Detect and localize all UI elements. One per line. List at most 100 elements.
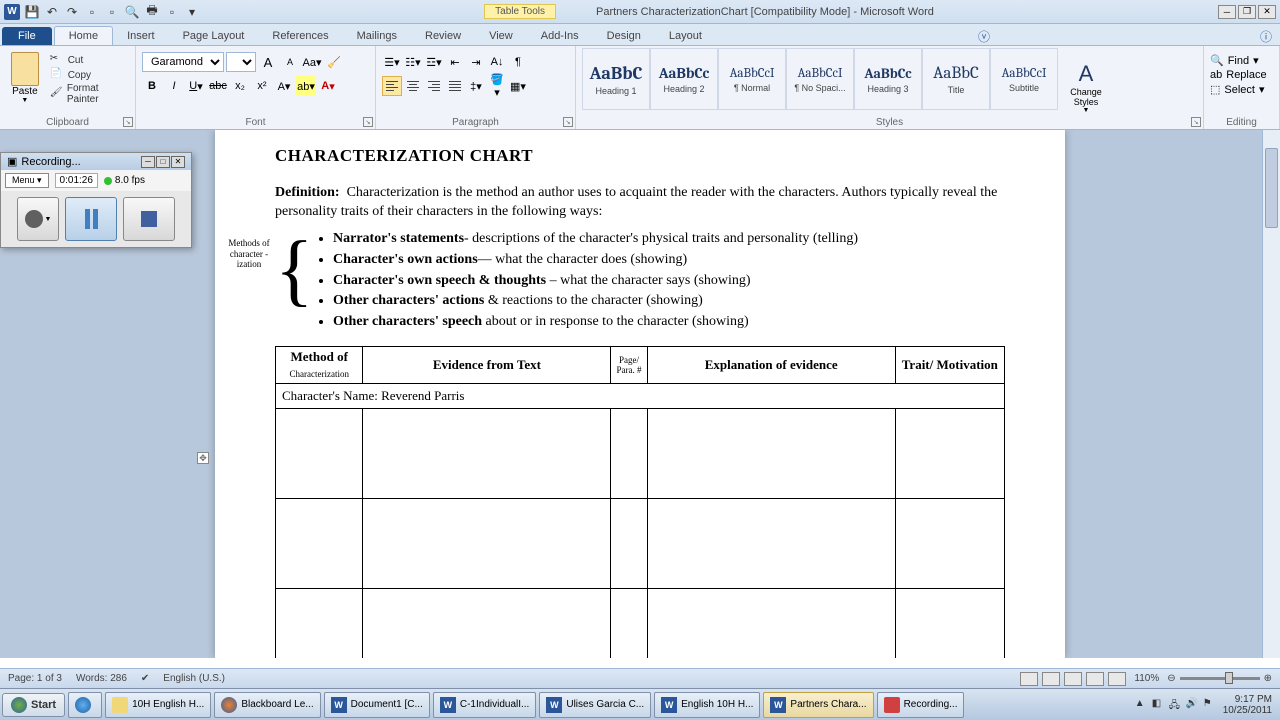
addins-tab[interactable]: Add-Ins: [527, 27, 593, 45]
bold-button[interactable]: B: [142, 76, 162, 96]
select-button[interactable]: ⬚Select ▾: [1210, 83, 1273, 96]
paste-button[interactable]: Paste ▼: [6, 48, 44, 110]
line-spacing-button[interactable]: ‡▾: [466, 76, 486, 96]
clock[interactable]: 9:17 PM 10/25/2011: [1223, 694, 1272, 716]
cut-button[interactable]: ✂Cut: [50, 53, 129, 67]
print-icon[interactable]: 🖶: [144, 4, 160, 20]
style-item[interactable]: AaBbCcI¶ No Spaci...: [786, 48, 854, 110]
find-button[interactable]: 🔍Find ▾: [1210, 54, 1273, 67]
vertical-scrollbar[interactable]: [1262, 130, 1280, 658]
align-left-button[interactable]: [382, 76, 402, 96]
shrink-font-button[interactable]: A: [280, 52, 300, 72]
print-layout-view-button[interactable]: [1020, 672, 1038, 686]
taskbar-item[interactable]: 10H English H...: [105, 692, 211, 718]
review-tab[interactable]: Review: [411, 27, 475, 45]
zoom-thumb[interactable]: [1225, 672, 1233, 684]
taskbar-item[interactable]: WEnglish 10H H...: [654, 692, 760, 718]
print-preview-icon[interactable]: 🔍: [124, 4, 140, 20]
font-color-button[interactable]: A▾: [318, 76, 338, 96]
page-status[interactable]: Page: 1 of 3: [8, 673, 62, 684]
character-name-row[interactable]: Character's Name: Reverend Parris: [276, 384, 1005, 409]
draft-view-button[interactable]: [1108, 672, 1126, 686]
language-status[interactable]: English (U.S.): [163, 673, 225, 684]
tray-icon[interactable]: ◧: [1152, 698, 1166, 712]
styles-launcher[interactable]: ↘: [1191, 117, 1201, 127]
rec-menu-button[interactable]: Menu ▾: [5, 173, 49, 188]
align-right-button[interactable]: [424, 76, 444, 96]
rec-record-button[interactable]: ▼: [17, 197, 59, 241]
rec-maximize-button[interactable]: □: [156, 156, 170, 168]
rec-minimize-button[interactable]: ─: [141, 156, 155, 168]
increase-indent-button[interactable]: ⇥: [466, 52, 486, 72]
characterization-table[interactable]: Method ofCharacterization Evidence from …: [275, 346, 1005, 658]
rec-close-button[interactable]: ✕: [171, 156, 185, 168]
recording-window[interactable]: ▣ Recording... ─ □ ✕ Menu ▾ 0:01:26 8.0 …: [0, 152, 192, 248]
style-item[interactable]: AaBbCcHeading 2: [650, 48, 718, 110]
qat-more-icon[interactable]: ▾: [184, 4, 200, 20]
text-effects-button[interactable]: A▾: [274, 76, 294, 96]
style-item[interactable]: AaBbCHeading 1: [582, 48, 650, 110]
taskbar-item[interactable]: Blackboard Le...: [214, 692, 320, 718]
help-icon[interactable]: ⓘ: [1260, 28, 1272, 45]
grow-font-button[interactable]: A: [258, 52, 278, 72]
recording-titlebar[interactable]: ▣ Recording... ─ □ ✕: [1, 153, 191, 170]
rec-pause-button[interactable]: [65, 197, 117, 241]
taskbar-item[interactable]: Recording...: [877, 692, 965, 718]
minimize-ribbon-icon[interactable]: ⓥ: [978, 28, 990, 45]
save-icon[interactable]: 💾: [24, 4, 40, 20]
minimize-button[interactable]: ─: [1218, 5, 1236, 19]
outline-view-button[interactable]: [1086, 672, 1104, 686]
taskbar-item[interactable]: WC-1IndividualI...: [433, 692, 536, 718]
proofing-icon[interactable]: ✔: [141, 673, 149, 684]
qat-icon[interactable]: ▫: [104, 4, 120, 20]
volume-icon[interactable]: 🔊: [1186, 698, 1200, 712]
table-row[interactable]: [276, 589, 1005, 658]
font-launcher[interactable]: ↘: [363, 117, 373, 127]
style-item[interactable]: AaBbCcISubtitle: [990, 48, 1058, 110]
tray-icon[interactable]: ⚑: [1203, 698, 1217, 712]
design-tab[interactable]: Design: [593, 27, 655, 45]
qat-icon[interactable]: ▫: [84, 4, 100, 20]
layout-tab[interactable]: Layout: [655, 27, 716, 45]
copy-button[interactable]: 📄Copy: [50, 68, 129, 82]
clear-formatting-button[interactable]: 🧹: [324, 52, 344, 72]
redo-icon[interactable]: ↷: [64, 4, 80, 20]
show-marks-button[interactable]: ¶: [508, 52, 528, 72]
format-painter-button[interactable]: 🖌Format Painter: [50, 83, 129, 105]
clipboard-launcher[interactable]: ↘: [123, 117, 133, 127]
web-layout-view-button[interactable]: [1064, 672, 1082, 686]
home-tab[interactable]: Home: [54, 26, 113, 45]
highlight-button[interactable]: ab▾: [296, 76, 316, 96]
align-center-button[interactable]: [403, 76, 423, 96]
zoom-out-button[interactable]: ⊖: [1167, 673, 1175, 684]
restore-button[interactable]: ❐: [1238, 5, 1256, 19]
taskbar-item[interactable]: WUlises Garcia C...: [539, 692, 651, 718]
decrease-indent-button[interactable]: ⇤: [445, 52, 465, 72]
font-name-select[interactable]: Garamond: [142, 52, 224, 72]
zoom-slider[interactable]: [1180, 677, 1260, 680]
style-gallery[interactable]: AaBbCHeading 1AaBbCcHeading 2 AaBbCcI¶ No…: [582, 48, 1058, 110]
paragraph-launcher[interactable]: ↘: [563, 117, 573, 127]
qat-icon[interactable]: ▫: [164, 4, 180, 20]
justify-button[interactable]: [445, 76, 465, 96]
underline-button[interactable]: U▾: [186, 76, 206, 96]
undo-icon[interactable]: ↶: [44, 4, 60, 20]
replace-button[interactable]: abReplace: [1210, 69, 1273, 81]
bullets-button[interactable]: ☰▾: [382, 52, 402, 72]
change-case-button[interactable]: Aa▾: [302, 52, 322, 72]
close-button[interactable]: ✕: [1258, 5, 1276, 19]
font-size-select[interactable]: 12: [226, 52, 256, 72]
scroll-thumb[interactable]: [1265, 148, 1278, 228]
start-button[interactable]: Start: [2, 693, 65, 717]
shading-button[interactable]: 🪣▾: [487, 76, 507, 96]
superscript-button[interactable]: x²: [252, 76, 272, 96]
sort-button[interactable]: A↓: [487, 52, 507, 72]
word-count[interactable]: Words: 286: [76, 673, 127, 684]
pagelayout-tab[interactable]: Page Layout: [169, 27, 259, 45]
file-tab[interactable]: File: [2, 27, 52, 45]
fullscreen-view-button[interactable]: [1042, 672, 1060, 686]
references-tab[interactable]: References: [258, 27, 342, 45]
insert-tab[interactable]: Insert: [113, 27, 169, 45]
italic-button[interactable]: I: [164, 76, 184, 96]
table-move-handle[interactable]: ✥: [197, 452, 209, 464]
